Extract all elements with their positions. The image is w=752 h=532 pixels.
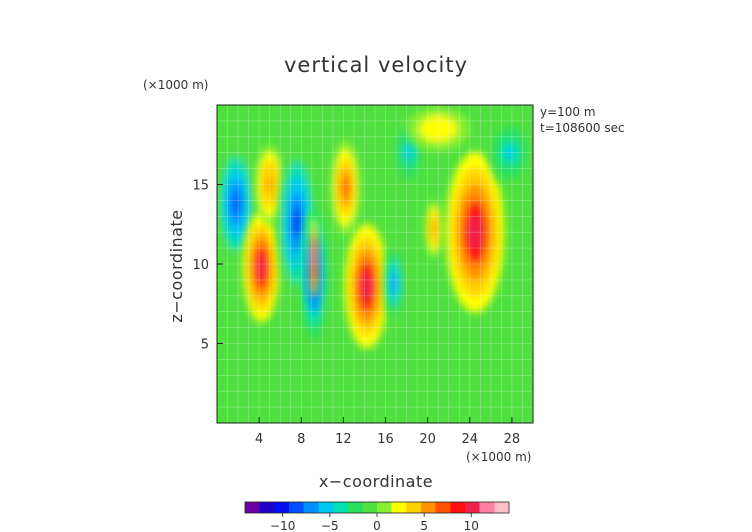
x-tick-label: 28 bbox=[504, 432, 521, 447]
field-contour bbox=[432, 223, 436, 235]
field-contour bbox=[469, 216, 481, 249]
x-axis: 4 8 12 16 20 24 28 bbox=[255, 417, 520, 447]
x-unit-label: (×1000 m) bbox=[466, 450, 531, 464]
x-axis-label: x−coordinate bbox=[319, 472, 433, 491]
field-blob bbox=[392, 119, 425, 186]
field-contour bbox=[257, 256, 265, 279]
field-contour bbox=[232, 191, 240, 216]
colorbar-tick-label: −10 bbox=[270, 519, 295, 532]
field-contour bbox=[342, 178, 349, 198]
field-blob bbox=[406, 106, 470, 151]
colorbar-tick-label: 0 bbox=[373, 519, 381, 532]
field-contour bbox=[362, 273, 371, 299]
field-blob bbox=[445, 151, 505, 313]
y-unit-label: (×1000 m) bbox=[143, 78, 208, 92]
field-blob bbox=[309, 217, 319, 298]
annotation-y: y=100 m bbox=[540, 105, 596, 119]
field-blob bbox=[344, 224, 389, 349]
colorbar-bar bbox=[244, 501, 510, 514]
x-tick-label: 4 bbox=[255, 432, 263, 447]
y-tick-label: 5 bbox=[201, 338, 209, 353]
colorbar-ticks: −10 −5 0 5 10 bbox=[270, 513, 479, 532]
chart-title: vertical velocity bbox=[284, 53, 468, 77]
velocity-field bbox=[217, 106, 532, 349]
field-blob bbox=[425, 199, 443, 259]
x-tick-label: 16 bbox=[377, 432, 394, 447]
field-contour bbox=[505, 146, 515, 160]
colorbar-tick-label: 5 bbox=[420, 519, 428, 532]
colorbar-tick-label: 10 bbox=[464, 519, 479, 532]
field-blob bbox=[383, 242, 405, 324]
y-tick-label: 10 bbox=[192, 258, 209, 273]
y-tick-label: 15 bbox=[192, 179, 209, 194]
field-blob bbox=[243, 212, 280, 323]
x-tick-label: 24 bbox=[462, 432, 479, 447]
field-blob bbox=[330, 140, 361, 236]
colorbar-tick-label: −5 bbox=[321, 519, 339, 532]
field-contour bbox=[405, 146, 412, 160]
grid-lines bbox=[217, 105, 533, 423]
field-contour bbox=[266, 176, 273, 193]
colorbar: −10 −5 0 5 10 bbox=[244, 501, 510, 532]
y-axis: 5 10 15 bbox=[192, 179, 223, 353]
annotations: y=100 m t=108600 sec bbox=[540, 105, 625, 135]
field-blob bbox=[488, 119, 532, 186]
field-blob bbox=[217, 145, 256, 263]
x-tick-label: 8 bbox=[297, 432, 305, 447]
x-tick-label: 12 bbox=[335, 432, 352, 447]
field-contour bbox=[293, 207, 301, 239]
field-contour bbox=[313, 249, 315, 266]
field-contour bbox=[391, 275, 397, 292]
y-axis-label: z−coordinate bbox=[167, 209, 186, 322]
annotation-t: t=108600 sec bbox=[540, 121, 625, 135]
field-contour bbox=[431, 124, 445, 134]
x-tick-label: 20 bbox=[419, 432, 436, 447]
plot-area bbox=[216, 104, 534, 424]
field-blob bbox=[255, 144, 285, 225]
